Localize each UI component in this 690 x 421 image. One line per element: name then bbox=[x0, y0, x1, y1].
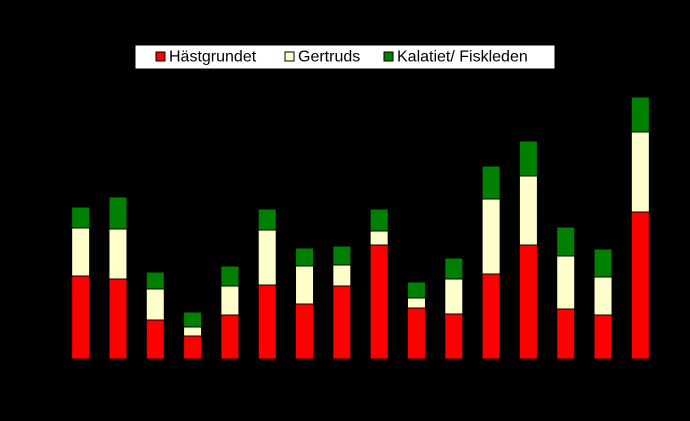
bar-segment bbox=[257, 208, 277, 231]
bar-segment bbox=[630, 131, 650, 213]
bar-segment bbox=[518, 175, 538, 246]
bar-segment bbox=[481, 273, 501, 360]
bar-segment bbox=[220, 285, 240, 316]
bar-segment bbox=[556, 255, 576, 310]
bar-segment bbox=[481, 165, 501, 200]
bar-segment bbox=[593, 276, 613, 316]
legend-swatch bbox=[284, 51, 295, 62]
bar-segment bbox=[518, 244, 538, 360]
bar-segment bbox=[444, 278, 464, 315]
bar-segment bbox=[406, 281, 426, 299]
bar-segment bbox=[295, 247, 315, 267]
bar-segment bbox=[183, 335, 203, 360]
legend-box bbox=[134, 44, 556, 70]
bar-segment bbox=[145, 288, 165, 321]
bar-segment bbox=[332, 264, 352, 287]
bar-segment bbox=[108, 196, 128, 230]
bar-segment bbox=[369, 230, 389, 246]
bar-segment bbox=[593, 314, 613, 360]
bar-segment bbox=[145, 271, 165, 290]
bar-segment bbox=[108, 228, 128, 280]
bar-segment bbox=[220, 265, 240, 287]
bar-segment bbox=[220, 314, 240, 360]
bar-segment bbox=[71, 227, 91, 277]
bar-segment bbox=[369, 244, 389, 360]
bar-segment bbox=[630, 211, 650, 360]
bar-segment bbox=[257, 284, 277, 360]
bar-segment bbox=[295, 303, 315, 360]
bar-segment bbox=[406, 307, 426, 360]
bar-segment bbox=[481, 198, 501, 275]
bar-segment bbox=[630, 96, 650, 133]
bar-segment bbox=[257, 229, 277, 286]
bar-segment bbox=[593, 248, 613, 278]
bar-segment bbox=[183, 326, 203, 337]
bar-segment bbox=[71, 275, 91, 360]
bar-segment bbox=[556, 308, 576, 360]
bar-segment bbox=[556, 226, 576, 257]
bar-segment bbox=[108, 278, 128, 360]
legend-label: Hästgrundet bbox=[169, 49, 257, 66]
bar-segment bbox=[332, 245, 352, 266]
bar-segment bbox=[145, 319, 165, 360]
legend-label: Kalatiet/ Fiskleden bbox=[397, 49, 528, 66]
bar-segment bbox=[332, 285, 352, 360]
legend-swatch bbox=[383, 51, 394, 62]
bar-segment bbox=[444, 313, 464, 360]
bar-segment bbox=[71, 206, 91, 229]
legend-label: Gertruds bbox=[298, 49, 360, 66]
legend-swatch bbox=[155, 51, 166, 62]
bar-segment bbox=[369, 208, 389, 232]
bar-segment bbox=[444, 257, 464, 280]
bar-segment bbox=[183, 311, 203, 328]
bar-segment bbox=[295, 265, 315, 305]
bar-segment bbox=[518, 140, 538, 177]
bar-segment bbox=[406, 297, 426, 309]
